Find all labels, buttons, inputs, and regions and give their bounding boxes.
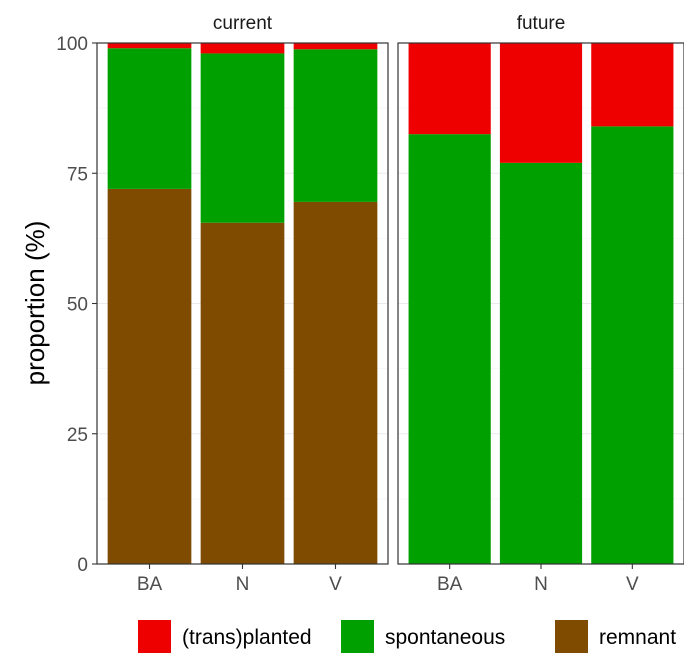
- bar-current-V-remnant: [293, 201, 378, 564]
- x-tick-label: V: [329, 574, 342, 595]
- strip-background: [398, 8, 684, 38]
- bar-future-BA-spontaneous: [408, 134, 491, 565]
- strip-background: [97, 8, 388, 38]
- panel-current: current BA N V: [96, 8, 389, 595]
- strip-label: future: [517, 13, 566, 34]
- bar-future-V-spontaneous: [591, 126, 674, 565]
- panel-future: future BA N V: [397, 8, 684, 595]
- x-tick-label: N: [236, 574, 250, 595]
- panel-border: [397, 42, 684, 565]
- bar-current-V-spontaneous: [293, 49, 378, 202]
- legend-key: [341, 620, 374, 653]
- bar-current-N-remnant: [200, 222, 285, 564]
- legend-label: spontaneous: [385, 626, 505, 649]
- legend-key: [555, 620, 588, 653]
- x-tick-label: V: [626, 574, 639, 595]
- bar-current-BA-remnant: [107, 188, 192, 564]
- bar-future-N-spontaneous: [499, 162, 583, 564]
- legend-key: [138, 620, 171, 653]
- strip-label: current: [213, 13, 273, 34]
- legend-item-remnant: remnant: [555, 620, 676, 653]
- legend-item-spontaneous: spontaneous: [341, 620, 505, 653]
- y-axis: 0 25 50 75 100: [56, 34, 97, 576]
- y-axis-title: proportion (%): [20, 221, 50, 386]
- legend-item-transplanted: (trans)planted: [138, 620, 312, 653]
- bar-current-N-transplanted: [200, 43, 285, 54]
- bar-future-V-transplanted: [591, 43, 674, 127]
- x-tick-label: BA: [137, 574, 163, 595]
- legend: (trans)planted spontaneous remnant: [138, 620, 676, 653]
- legend-label: remnant: [599, 626, 676, 649]
- y-tick-label: 0: [77, 555, 88, 576]
- y-tick-label: 25: [67, 425, 88, 446]
- bar-current-BA-transplanted: [107, 43, 192, 49]
- x-tick-label: N: [534, 574, 548, 595]
- y-tick-label: 75: [67, 164, 88, 185]
- bar-current-V-transplanted: [293, 43, 378, 50]
- bar-current-BA-spontaneous: [107, 48, 192, 189]
- x-tick-label: BA: [437, 574, 463, 595]
- bar-future-BA-transplanted: [408, 43, 491, 135]
- y-tick-label: 50: [67, 295, 88, 316]
- bar-future-N-transplanted: [499, 43, 583, 163]
- legend-label: (trans)planted: [182, 626, 312, 649]
- bar-current-N-spontaneous: [200, 53, 285, 223]
- y-tick-label: 100: [56, 34, 88, 55]
